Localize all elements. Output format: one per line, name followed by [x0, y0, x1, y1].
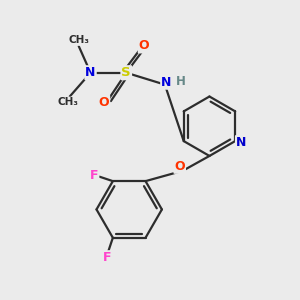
Text: O: O — [99, 96, 109, 109]
Text: O: O — [174, 160, 185, 173]
Text: CH₃: CH₃ — [68, 35, 89, 45]
Text: H: H — [176, 75, 186, 88]
Text: CH₃: CH₃ — [58, 98, 79, 107]
Text: N: N — [236, 136, 246, 149]
Text: O: O — [139, 40, 149, 52]
Text: F: F — [103, 251, 111, 264]
Text: N: N — [161, 76, 172, 89]
Text: S: S — [122, 66, 131, 79]
Text: F: F — [90, 169, 98, 182]
Text: N: N — [85, 66, 96, 79]
